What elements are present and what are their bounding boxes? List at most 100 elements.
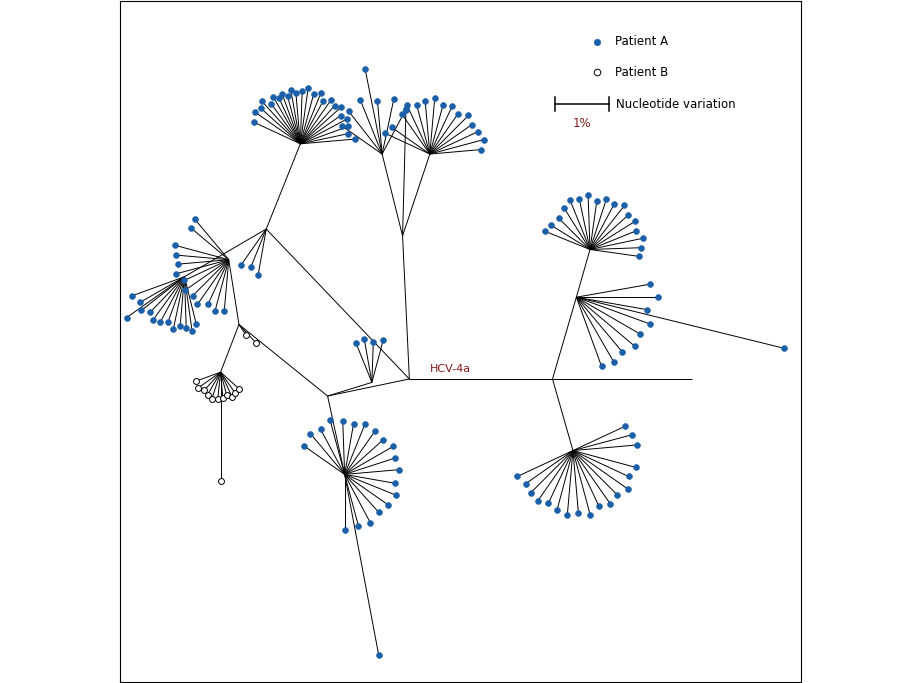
Point [170,259,185,270]
Point [391,464,406,475]
Point [388,453,402,464]
Point [556,202,571,213]
Point [370,96,385,107]
Point [643,318,658,329]
Point [243,262,258,273]
Point [233,260,248,270]
Point [334,120,349,131]
Point [589,195,604,206]
Point [201,298,216,309]
Point [537,225,552,236]
Point [357,64,372,74]
Point [189,376,204,387]
Point [560,510,575,520]
Point [146,314,160,325]
Point [341,106,356,117]
Point [602,498,617,509]
Point [316,95,331,106]
Point [301,83,316,94]
Point [119,312,134,323]
Point [225,391,239,402]
Point [651,292,666,303]
Point [461,110,476,121]
Point [134,305,149,316]
Point [251,269,265,280]
Point [621,210,635,221]
Point [133,297,147,308]
Point [356,333,371,344]
Point [187,214,202,225]
Point [375,435,390,446]
Point [264,98,279,109]
Point [337,525,352,535]
Point [530,495,545,506]
Point [550,504,565,515]
Point [589,67,604,78]
Point [631,251,646,262]
Point [322,415,337,426]
Point [207,305,222,316]
Point [210,394,225,405]
Text: 1%: 1% [573,117,591,130]
Point [341,121,356,132]
Point [589,36,604,47]
Point [445,100,460,111]
Point [247,117,262,128]
Text: Patient A: Patient A [615,35,669,48]
Point [636,233,651,244]
Point [386,441,401,452]
Point [366,336,380,347]
Point [333,102,348,113]
Point [228,388,243,399]
Point [542,498,556,509]
Point [274,88,289,99]
Point [347,134,362,145]
Point [363,517,378,528]
Point [217,305,232,316]
Point [571,507,586,518]
Point [143,307,157,318]
Point [617,200,632,211]
Point [400,99,414,110]
Point [628,462,643,473]
Point [628,216,643,227]
Point [624,429,639,440]
Point [583,510,598,520]
Point [333,110,348,121]
Point [169,249,183,260]
Point [599,193,613,204]
Point [247,107,262,117]
Point [178,285,192,296]
Text: HCV-4a: HCV-4a [430,364,471,374]
Point [639,304,654,315]
Point [643,279,658,290]
Point [346,419,361,430]
Point [563,195,577,206]
Point [607,199,622,210]
Point [161,316,176,327]
Point [357,419,372,430]
Point [523,488,538,499]
Point [168,240,182,251]
Point [166,323,181,334]
Point [313,424,328,435]
Point [265,91,280,102]
Point [190,299,204,310]
Point [204,394,219,405]
Point [552,212,566,223]
Point [436,99,450,110]
Point [543,219,558,230]
Point [124,290,139,301]
Point [306,89,321,100]
Point [253,103,268,114]
Point [627,341,642,352]
Point [349,338,364,349]
Point [618,421,633,432]
Point [340,113,355,124]
Point [427,93,442,104]
Point [630,439,645,450]
Point [197,385,212,396]
Point [519,478,533,489]
Point [621,471,635,482]
Point [367,426,382,436]
